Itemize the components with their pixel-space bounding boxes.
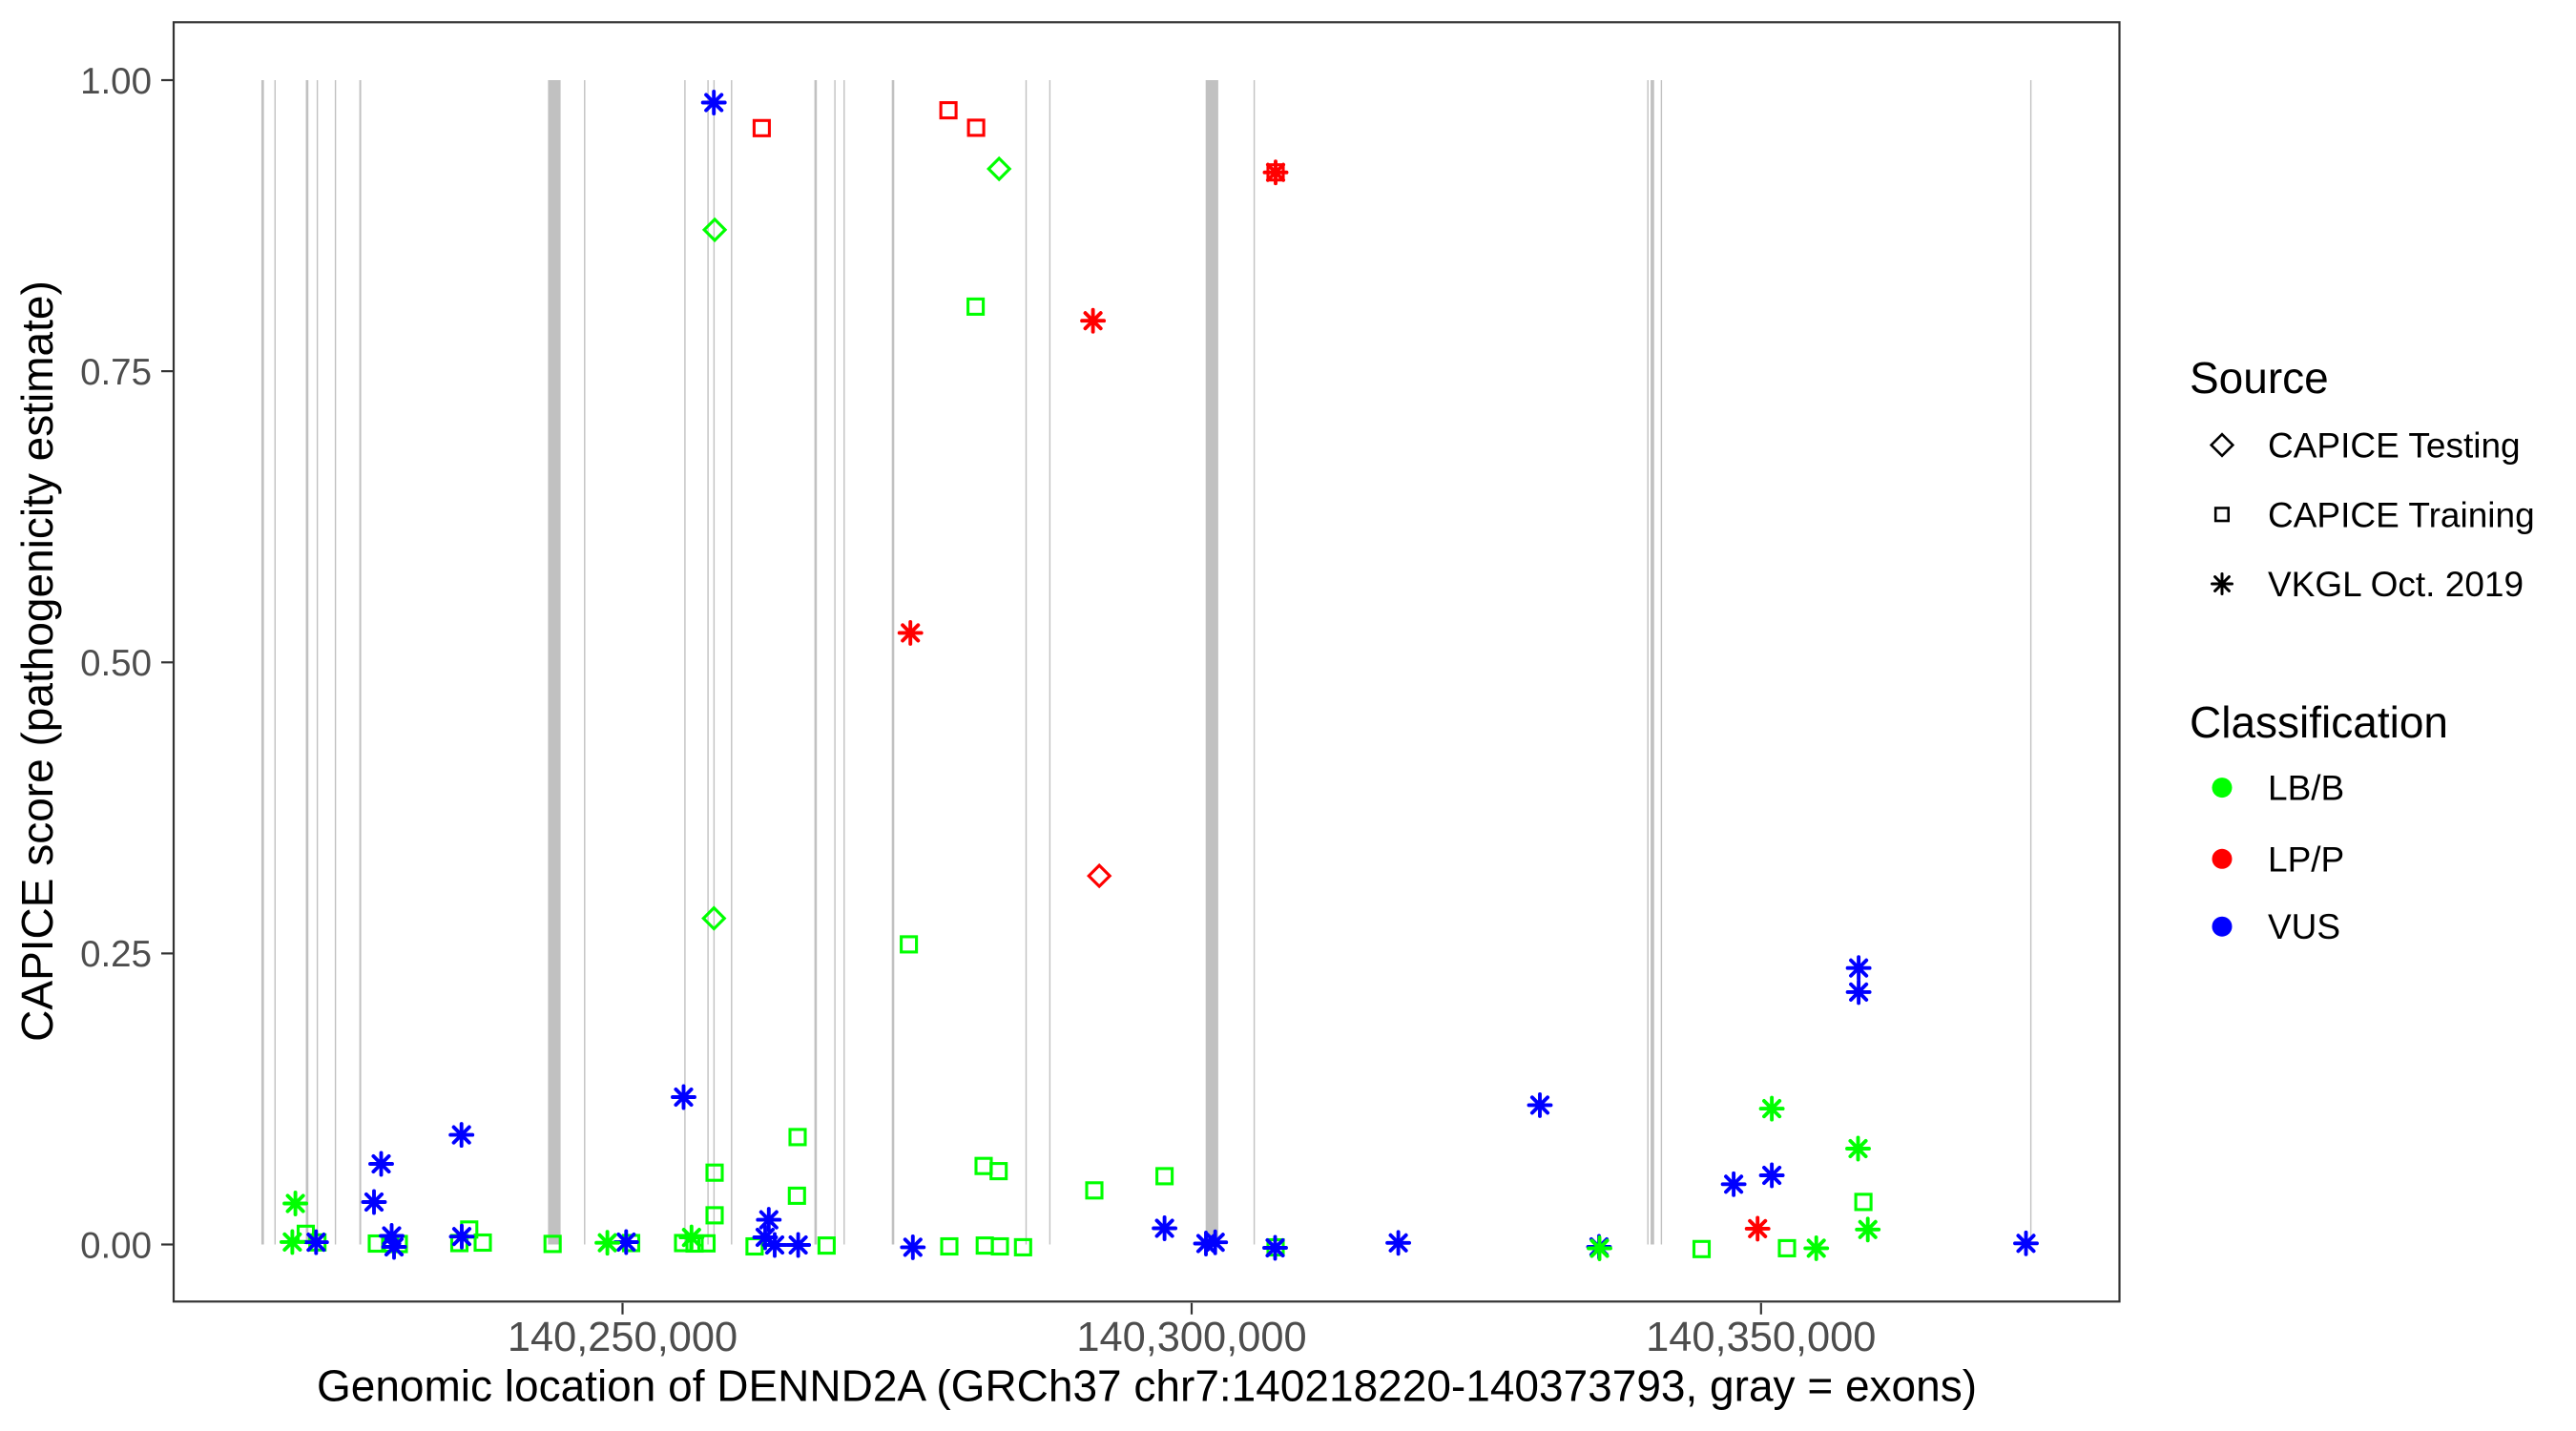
svg-text:CAPICE Testing: CAPICE Testing [2268,426,2521,466]
svg-text:Source: Source [2190,353,2329,403]
svg-text:140,350,000: 140,350,000 [1646,1315,1876,1360]
svg-text:0.00: 0.00 [80,1225,152,1266]
svg-text:140,300,000: 140,300,000 [1076,1315,1306,1360]
svg-text:Classification: Classification [2190,697,2448,747]
svg-text:CAPICE Training: CAPICE Training [2268,495,2535,534]
svg-text:CAPICE score (pathogenicity es: CAPICE score (pathogenicity estimate) [12,280,62,1042]
svg-text:0.25: 0.25 [80,934,152,975]
svg-text:140,250,000: 140,250,000 [508,1315,737,1360]
svg-text:VUS: VUS [2268,907,2340,946]
svg-text:LB/B: LB/B [2268,769,2344,808]
svg-text:1.00: 1.00 [80,61,152,102]
svg-text:0.75: 0.75 [80,352,152,393]
svg-text:Genomic location of DENND2A (G: Genomic location of DENND2A (GRCh37 chr7… [317,1361,1977,1411]
svg-text:VKGL Oct. 2019: VKGL Oct. 2019 [2268,565,2524,604]
svg-text:0.50: 0.50 [80,643,152,684]
svg-text:LP/P: LP/P [2268,840,2344,879]
